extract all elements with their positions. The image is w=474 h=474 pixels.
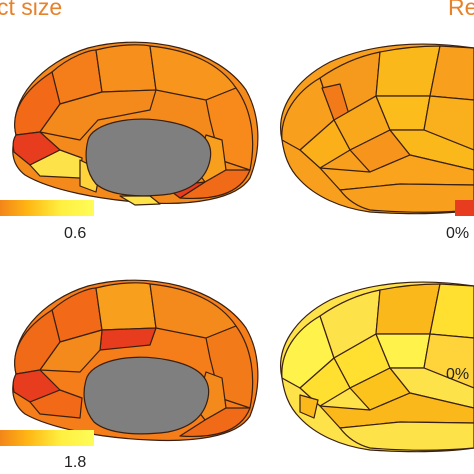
medial-brain-bottom xyxy=(12,279,259,442)
region-superior xyxy=(95,282,157,331)
colorbar-min-label-top-right: 0% xyxy=(446,225,470,242)
colorbar-max-label-bottom: 1.8 xyxy=(64,454,87,471)
colorbar-right-top xyxy=(455,200,474,216)
medial-wall xyxy=(83,356,210,435)
medial-wall xyxy=(85,118,212,197)
region-lingual xyxy=(179,407,251,438)
region-parietal xyxy=(423,95,474,151)
region-superior xyxy=(95,44,157,93)
colorbar-max-label-top: 0.6 xyxy=(64,225,87,242)
region-red-ventral xyxy=(12,131,61,166)
lateral-brain-top xyxy=(280,43,474,215)
region-postcentral xyxy=(429,45,474,101)
region-precentral xyxy=(375,283,441,335)
region-orange-ventral xyxy=(29,389,83,419)
region-temporal-inf xyxy=(339,421,474,451)
region-precentral xyxy=(375,45,441,97)
effect-size-title: ct size xyxy=(0,0,63,20)
region-supramarginal xyxy=(389,367,474,409)
region-orbital xyxy=(14,309,61,375)
colorbar-effect-size-bottom xyxy=(0,430,94,446)
colorbar-min-label-bottom-right: 0% xyxy=(446,366,470,383)
medial-brain-top xyxy=(12,41,259,206)
region-supramarginal xyxy=(389,129,474,171)
colorbar-effect-size-top xyxy=(0,200,94,216)
region-red-ventral xyxy=(12,369,61,403)
region-mid xyxy=(39,89,157,141)
lateral-brain-bottom xyxy=(280,281,474,453)
region-mid xyxy=(39,329,103,373)
region-postcentral xyxy=(429,283,474,339)
region-orange-patch xyxy=(299,394,319,419)
region-parietal xyxy=(423,333,474,389)
right-title: Re xyxy=(448,0,474,20)
